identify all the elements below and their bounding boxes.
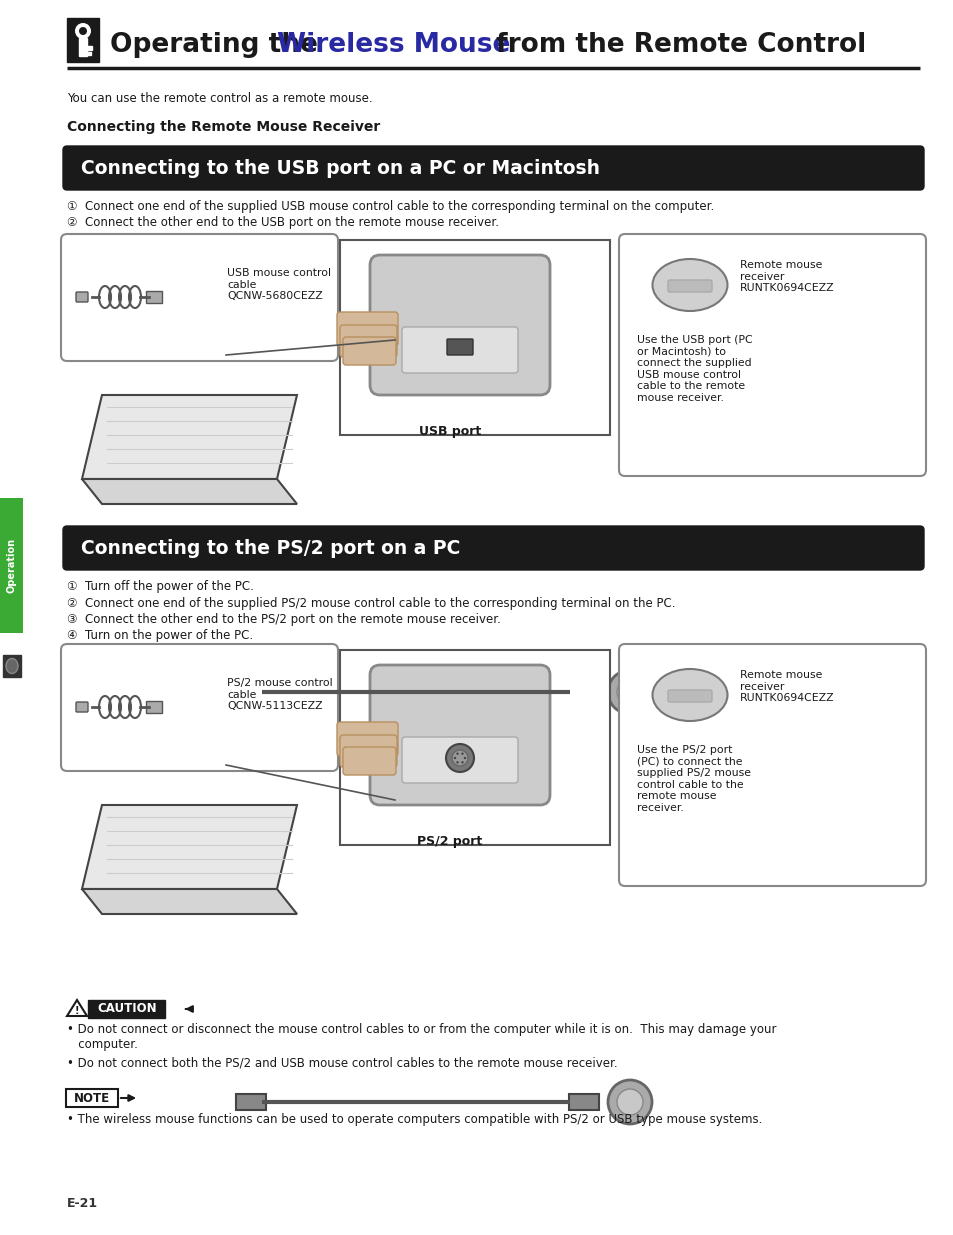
Text: Use the PS/2 port
(PC) to connect the
supplied PS/2 mouse
control cable to the
r: Use the PS/2 port (PC) to connect the su… [637, 745, 750, 813]
Circle shape [79, 27, 87, 35]
FancyBboxPatch shape [618, 643, 925, 885]
FancyBboxPatch shape [370, 254, 550, 395]
FancyBboxPatch shape [370, 664, 550, 805]
FancyBboxPatch shape [401, 737, 517, 783]
Circle shape [454, 757, 456, 760]
Circle shape [456, 761, 458, 763]
Circle shape [607, 1079, 651, 1124]
FancyBboxPatch shape [447, 338, 473, 354]
FancyBboxPatch shape [3, 655, 21, 677]
FancyBboxPatch shape [339, 735, 396, 767]
FancyBboxPatch shape [568, 1094, 598, 1110]
FancyBboxPatch shape [0, 498, 23, 634]
FancyBboxPatch shape [79, 38, 87, 56]
FancyBboxPatch shape [401, 327, 517, 373]
Polygon shape [82, 479, 296, 504]
FancyBboxPatch shape [336, 312, 397, 346]
Text: PS/2 port: PS/2 port [416, 835, 482, 848]
Text: • The wireless mouse functions can be used to operate computers compatible with : • The wireless mouse functions can be us… [67, 1113, 761, 1126]
Ellipse shape [6, 658, 18, 673]
FancyBboxPatch shape [336, 722, 397, 756]
Polygon shape [82, 805, 296, 889]
Text: Connecting the Remote Mouse Receiver: Connecting the Remote Mouse Receiver [67, 120, 380, 135]
FancyBboxPatch shape [87, 46, 91, 49]
Circle shape [617, 1089, 642, 1115]
Polygon shape [67, 1000, 87, 1016]
Text: ①  Turn off the power of the PC.: ① Turn off the power of the PC. [67, 580, 253, 593]
Text: • Do not connect or disconnect the mouse control cables to or from the computer : • Do not connect or disconnect the mouse… [67, 1023, 776, 1051]
Circle shape [75, 23, 91, 40]
Polygon shape [82, 889, 296, 914]
Text: Use the USB port (PC
or Macintosh) to
connect the supplied
USB mouse control
cab: Use the USB port (PC or Macintosh) to co… [637, 335, 752, 403]
Text: • Do not connect both the PS/2 and USB mouse control cables to the remote mouse : • Do not connect both the PS/2 and USB m… [67, 1057, 617, 1070]
Text: Remote mouse
receiver
RUNTK0694CEZZ: Remote mouse receiver RUNTK0694CEZZ [740, 261, 834, 293]
Ellipse shape [652, 669, 727, 721]
FancyBboxPatch shape [343, 747, 395, 776]
FancyBboxPatch shape [235, 1094, 266, 1110]
Text: from the Remote Control: from the Remote Control [486, 32, 865, 58]
Text: Connecting to the PS/2 port on a PC: Connecting to the PS/2 port on a PC [81, 538, 460, 557]
FancyBboxPatch shape [63, 146, 923, 190]
Text: Remote mouse
receiver
RUNTK0694CEZZ: Remote mouse receiver RUNTK0694CEZZ [740, 671, 834, 703]
Text: ④  Turn on the power of the PC.: ④ Turn on the power of the PC. [67, 629, 253, 642]
FancyBboxPatch shape [667, 280, 711, 291]
Text: CAUTION: CAUTION [97, 1003, 156, 1015]
FancyBboxPatch shape [76, 291, 88, 303]
FancyBboxPatch shape [63, 526, 923, 571]
Text: ②  Connect one end of the supplied PS/2 mouse control cable to the corresponding: ② Connect one end of the supplied PS/2 m… [67, 597, 675, 610]
FancyBboxPatch shape [235, 684, 266, 700]
FancyBboxPatch shape [667, 690, 711, 701]
Text: ②  Connect the other end to the USB port on the remote mouse receiver.: ② Connect the other end to the USB port … [67, 216, 498, 228]
Text: Operation: Operation [7, 538, 16, 593]
Polygon shape [82, 395, 296, 479]
Text: Connecting to the USB port on a PC or Macintosh: Connecting to the USB port on a PC or Ma… [81, 158, 599, 178]
FancyBboxPatch shape [146, 291, 162, 303]
FancyBboxPatch shape [343, 337, 395, 366]
Ellipse shape [652, 259, 727, 311]
Text: USB mouse control
cable
QCNW-5680CEZZ: USB mouse control cable QCNW-5680CEZZ [227, 268, 331, 301]
Text: !: ! [74, 1007, 79, 1016]
Circle shape [607, 671, 651, 714]
FancyBboxPatch shape [61, 233, 337, 361]
Text: PS/2 mouse control
cable
QCNW-5113CEZZ: PS/2 mouse control cable QCNW-5113CEZZ [227, 678, 333, 711]
FancyBboxPatch shape [61, 643, 337, 771]
FancyBboxPatch shape [568, 684, 598, 700]
Text: ①  Connect one end of the supplied USB mouse control cable to the corresponding : ① Connect one end of the supplied USB mo… [67, 200, 714, 212]
FancyBboxPatch shape [618, 233, 925, 475]
FancyBboxPatch shape [339, 325, 396, 357]
Circle shape [456, 752, 458, 755]
Text: ③  Connect the other end to the PS/2 port on the remote mouse receiver.: ③ Connect the other end to the PS/2 port… [67, 613, 500, 626]
Circle shape [463, 757, 466, 760]
Circle shape [461, 752, 463, 755]
FancyBboxPatch shape [67, 19, 99, 62]
Text: You can use the remote control as a remote mouse.: You can use the remote control as a remo… [67, 91, 373, 105]
FancyBboxPatch shape [339, 650, 609, 845]
Text: USB port: USB port [418, 425, 480, 438]
Circle shape [452, 750, 468, 766]
FancyBboxPatch shape [146, 701, 162, 713]
Text: NOTE: NOTE [74, 1092, 110, 1104]
FancyBboxPatch shape [87, 52, 91, 56]
Text: E-21: E-21 [67, 1197, 98, 1210]
Circle shape [461, 761, 463, 763]
FancyBboxPatch shape [339, 240, 609, 435]
Circle shape [446, 743, 474, 772]
Circle shape [617, 679, 642, 705]
FancyBboxPatch shape [88, 1000, 165, 1018]
Text: Wireless Mouse: Wireless Mouse [276, 32, 510, 58]
FancyBboxPatch shape [66, 1089, 118, 1107]
Text: Operating the: Operating the [110, 32, 327, 58]
FancyBboxPatch shape [76, 701, 88, 713]
